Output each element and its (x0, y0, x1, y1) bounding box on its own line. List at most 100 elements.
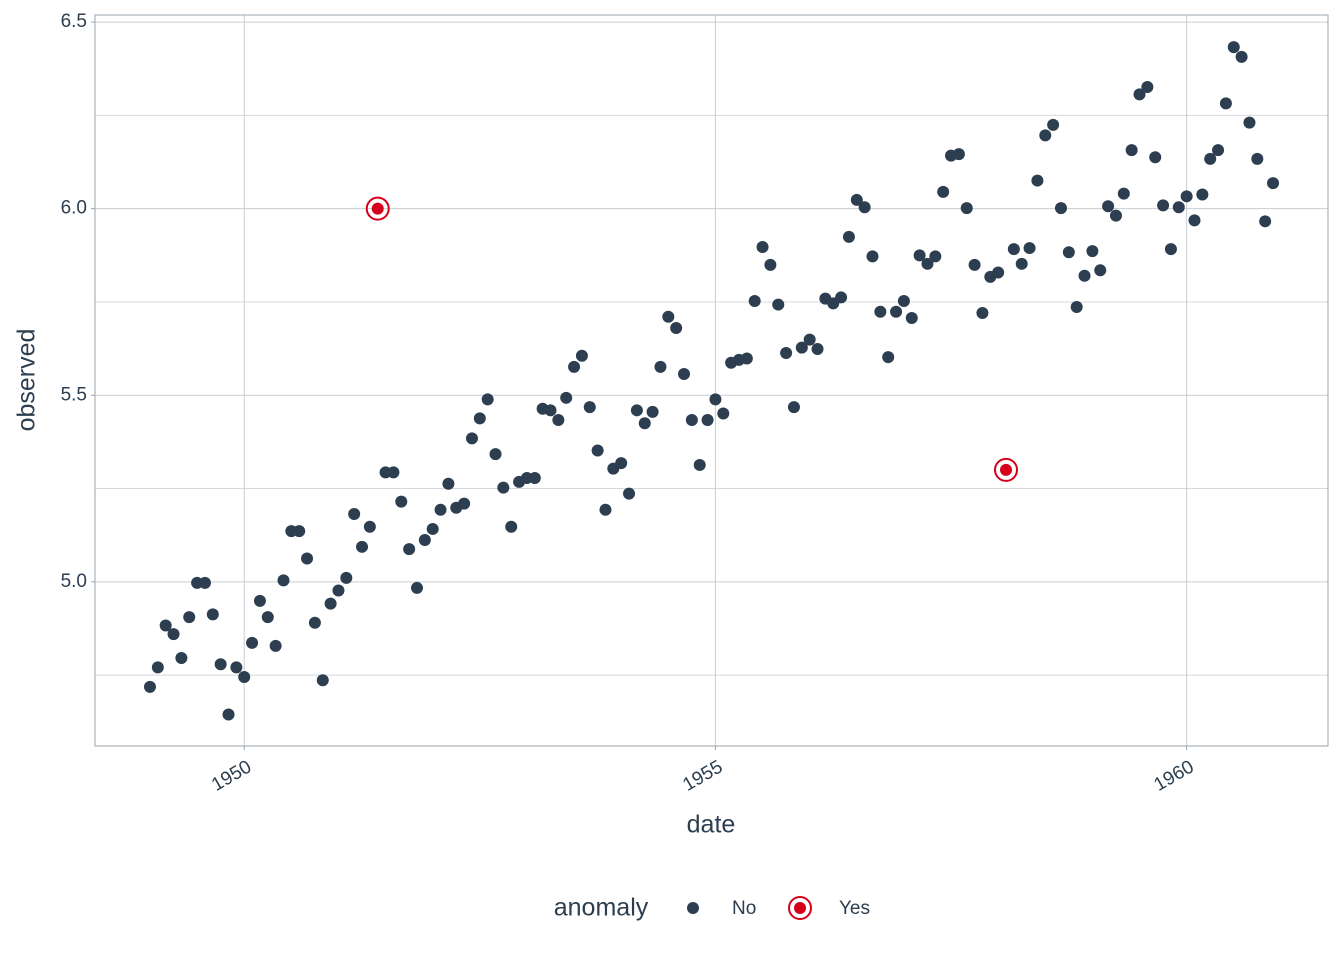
point (615, 457, 628, 470)
point (1086, 245, 1099, 258)
point (772, 298, 785, 311)
point (387, 466, 400, 479)
point (1023, 242, 1036, 255)
anomaly-ring (365, 196, 390, 221)
point (293, 525, 306, 538)
point (348, 507, 361, 520)
point (1062, 246, 1075, 259)
x-tick-label: 1955 (679, 756, 726, 795)
point (418, 534, 431, 547)
point (426, 522, 439, 535)
point (591, 444, 604, 457)
point (473, 412, 486, 425)
point (175, 652, 188, 665)
point (913, 249, 926, 262)
point (465, 432, 478, 445)
point (301, 552, 314, 565)
point (662, 310, 675, 323)
point (395, 495, 408, 508)
x-axis-title: date (687, 811, 736, 839)
point (583, 401, 596, 414)
point (897, 294, 910, 307)
point (159, 619, 172, 632)
point (340, 571, 353, 584)
point (1141, 80, 1154, 93)
point (206, 608, 219, 621)
point (858, 201, 871, 214)
legend-label: No (732, 898, 756, 919)
point (929, 250, 942, 263)
point (1149, 151, 1162, 164)
point (1133, 88, 1146, 101)
plot-border (94, 14, 1329, 747)
point (1172, 201, 1185, 214)
point (253, 594, 266, 607)
point (835, 291, 848, 304)
point (654, 360, 667, 373)
point (1157, 199, 1170, 212)
point (1227, 41, 1240, 54)
point (1117, 187, 1130, 200)
point (1054, 202, 1067, 215)
point (277, 574, 290, 587)
point (363, 520, 376, 533)
point (1251, 152, 1264, 165)
point (811, 342, 824, 355)
point (1243, 116, 1256, 129)
point (693, 458, 706, 471)
point (198, 576, 211, 589)
point (316, 674, 329, 687)
point (1047, 118, 1060, 131)
point (1070, 300, 1083, 313)
x-tick-label: 1960 (1151, 756, 1198, 795)
point (505, 520, 518, 533)
point (1007, 243, 1020, 256)
point (795, 341, 808, 354)
point (874, 305, 887, 318)
point (481, 393, 494, 406)
y-tick-label: 6.0 (61, 198, 87, 219)
point (1219, 97, 1232, 110)
point (1212, 144, 1225, 157)
anomaly-ring (994, 457, 1019, 482)
point (670, 321, 683, 334)
point (1125, 144, 1138, 157)
point (1180, 190, 1193, 203)
point (332, 584, 345, 597)
point (717, 407, 730, 420)
point (960, 202, 973, 215)
point (882, 351, 895, 364)
point (842, 230, 855, 243)
point (787, 401, 800, 414)
point (324, 597, 337, 610)
point (866, 250, 879, 263)
point (1196, 188, 1209, 201)
point (1031, 174, 1044, 187)
point (678, 368, 691, 381)
point (1259, 215, 1272, 228)
point (222, 708, 235, 721)
point (151, 661, 164, 674)
point (238, 671, 251, 684)
point (623, 487, 636, 500)
y-tick-label: 5.0 (61, 571, 87, 592)
point (740, 352, 753, 365)
point (167, 628, 180, 641)
point (214, 658, 227, 671)
point (937, 185, 950, 198)
legend-key (794, 902, 806, 914)
point (261, 611, 274, 624)
point (308, 616, 321, 629)
point (1109, 209, 1122, 222)
point (497, 481, 510, 494)
point (434, 503, 447, 516)
point (952, 148, 965, 161)
point (143, 680, 156, 693)
point (528, 472, 541, 485)
point (905, 311, 918, 324)
point (1267, 177, 1280, 190)
point (1204, 152, 1217, 165)
point (992, 266, 1005, 279)
